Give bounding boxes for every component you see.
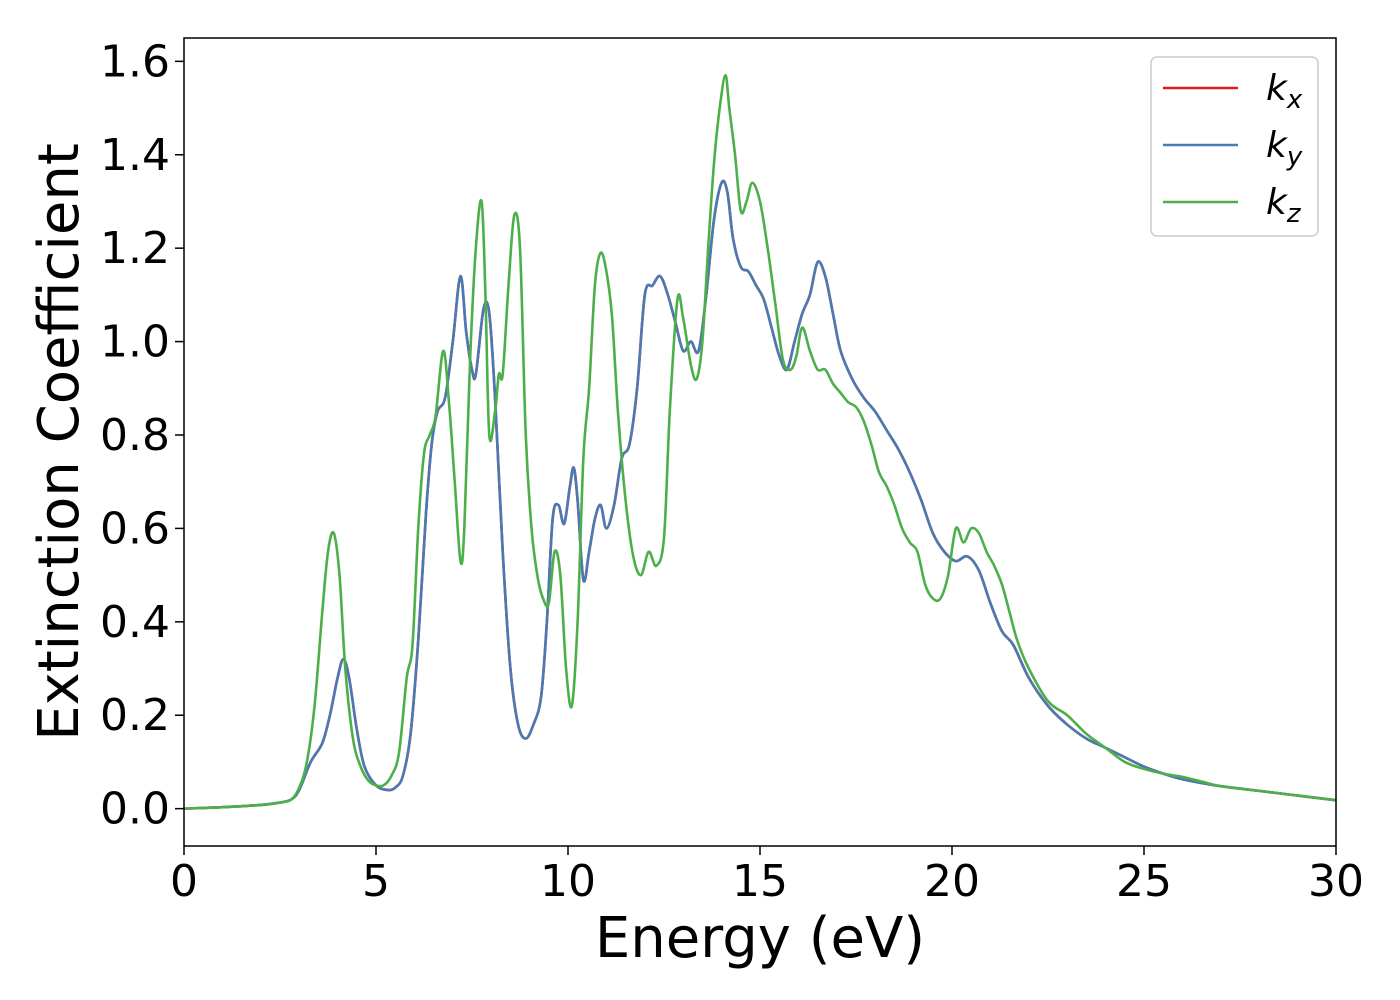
- y-tick-label: 0.0: [100, 784, 170, 835]
- series-layer: [184, 74, 1336, 810]
- y-tick-label: 1.6: [100, 36, 170, 87]
- legend-label-subscript: z: [1286, 199, 1302, 229]
- series-line-ky: [184, 179, 1336, 810]
- x-tick-label: 10: [540, 856, 596, 907]
- legend-label-subscript: x: [1286, 85, 1303, 115]
- x-tick-label: 20: [924, 856, 980, 907]
- series-line-kx: [184, 179, 1336, 810]
- y-tick-label: 0.6: [100, 503, 170, 554]
- legend-label-kx: kx: [1266, 68, 1303, 115]
- x-tick-label: 0: [170, 856, 198, 907]
- legend-label-base: k: [1266, 182, 1289, 223]
- legend-box: [1150, 56, 1319, 237]
- y-axis-label: Extinction Coefficient: [27, 143, 92, 741]
- y-tick-label: 0.8: [100, 410, 170, 461]
- y-tick-label: 1.4: [100, 130, 170, 181]
- legend-label-base: k: [1266, 125, 1289, 166]
- legend-label-base: k: [1266, 68, 1289, 109]
- y-tick-label: 0.2: [100, 690, 170, 741]
- y-tick-label: 1.0: [100, 317, 170, 368]
- series-line-kz: [184, 74, 1336, 810]
- y-tick-label: 0.4: [100, 597, 170, 648]
- x-tick-label: 30: [1308, 856, 1364, 907]
- x-tick-label: 25: [1116, 856, 1172, 907]
- x-axis-label: Energy (eV): [595, 906, 925, 971]
- y-axis: 0.0 0.2 0.4 0.6 0.8 1.0 1.2 1.4 1.6: [100, 36, 184, 835]
- legend-label-subscript: y: [1286, 142, 1303, 172]
- x-tick-label: 15: [732, 856, 788, 907]
- legend-label-ky: ky: [1266, 125, 1303, 172]
- y-tick-label: 1.2: [100, 223, 170, 274]
- x-axis: 0 5 10 15 20 25 30: [170, 846, 1364, 907]
- x-tick-label: 5: [362, 856, 390, 907]
- legend-label-kz: kz: [1266, 182, 1302, 229]
